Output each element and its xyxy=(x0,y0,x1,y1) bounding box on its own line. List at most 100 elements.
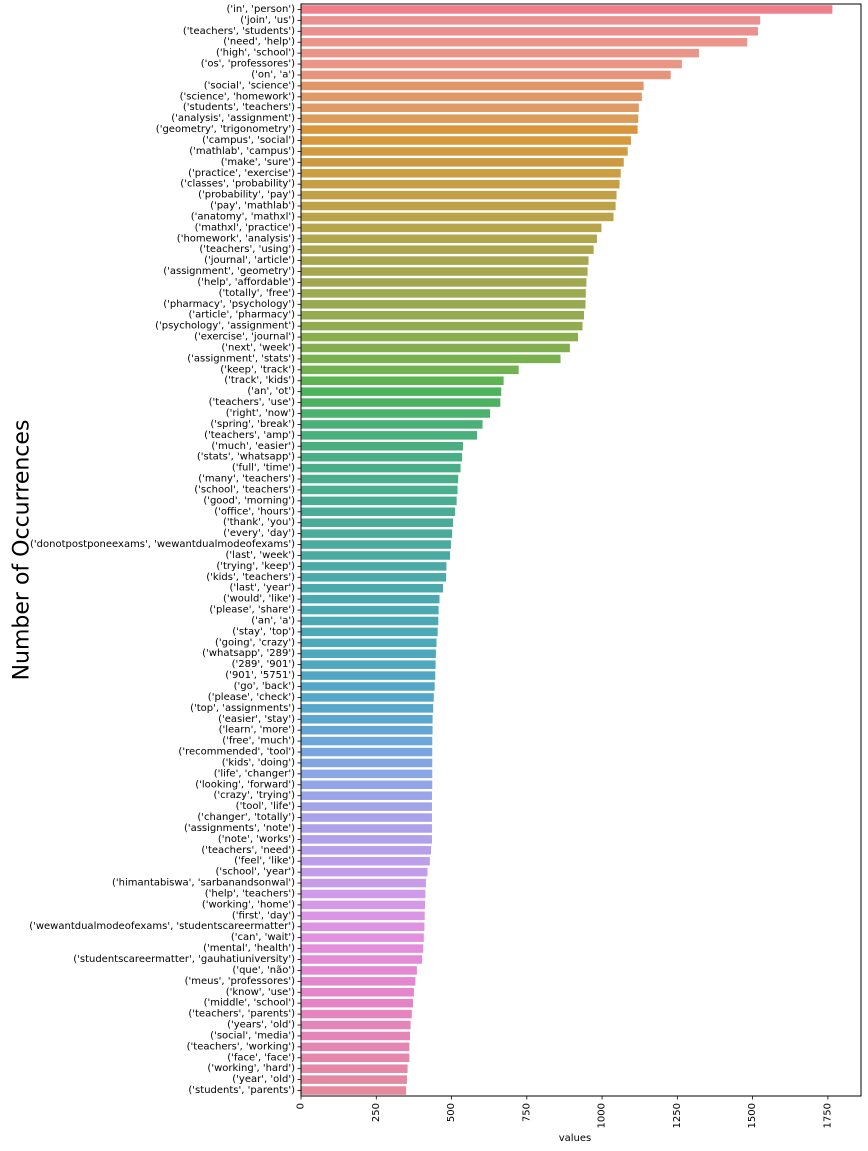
y-tick-label: ('teachers', 'need') xyxy=(201,845,295,856)
y-tick-label: ('working', 'home') xyxy=(202,899,295,910)
y-tick-label: ('face', 'face') xyxy=(227,1052,295,1063)
y-tick-label: ('join', 'us') xyxy=(240,15,295,26)
bar xyxy=(301,671,436,680)
bar xyxy=(301,300,586,309)
y-tick-label: ('teachers', 'students') xyxy=(183,26,295,37)
bar xyxy=(301,452,463,462)
bar xyxy=(301,867,428,877)
bar xyxy=(301,409,491,418)
bar xyxy=(301,747,433,757)
y-tick-label: ('analysis', 'assignment') xyxy=(171,113,295,124)
y-tick-label: ('first', 'day') xyxy=(232,910,295,921)
bar xyxy=(301,398,501,407)
bar xyxy=(301,813,432,822)
y-tick-label: ('social', 'media') xyxy=(210,1030,295,1041)
y-tick-label: ('spring', 'break') xyxy=(210,419,295,430)
bar xyxy=(301,442,463,451)
y-tick-label: ('need', 'help') xyxy=(223,37,295,48)
bar xyxy=(301,147,628,156)
y-tick-label: ('keep', 'track') xyxy=(220,364,295,375)
bar xyxy=(301,81,644,91)
bar xyxy=(301,638,437,648)
bars-layer xyxy=(301,5,833,1095)
bar xyxy=(301,332,578,342)
y-tick-label: ('middle', 'school') xyxy=(204,998,295,1009)
bar xyxy=(301,5,833,14)
y-tick-label: ('science', 'homework') xyxy=(180,91,295,102)
y-tick-label: ('mathlab', 'campus') xyxy=(189,146,295,157)
bar xyxy=(301,966,417,975)
y-tick-label: ('289', '901') xyxy=(232,659,295,670)
bar xyxy=(301,835,432,844)
bar xyxy=(301,354,561,364)
bar xyxy=(301,1086,407,1095)
bar xyxy=(301,289,586,298)
y-tick-label: ('make', 'sure') xyxy=(221,157,295,168)
bar xyxy=(301,59,682,69)
y-tick-label: ('assignment', 'stats') xyxy=(187,353,295,364)
bar xyxy=(301,780,433,790)
bar xyxy=(301,485,458,495)
y-tick-label: ('would', 'like') xyxy=(223,594,295,605)
bar xyxy=(301,321,583,331)
y-tick-label: ('teachers', 'parents') xyxy=(188,1009,295,1020)
y-tick-label: ('working', 'hard') xyxy=(207,1063,295,1074)
bar xyxy=(301,551,451,560)
y-tick-label: ('teachers', 'using') xyxy=(199,244,295,255)
y-tick-label: ('geometry', 'trigonometry') xyxy=(156,124,295,135)
x-tick-label: 1750 xyxy=(822,1103,833,1128)
y-tick-label: ('practice', 'exercise') xyxy=(188,168,295,179)
y-tick-label: ('next', 'week') xyxy=(221,342,295,353)
bar xyxy=(301,802,432,811)
y-tick-label: ('track', 'kids') xyxy=(224,375,295,386)
y-tick-label: ('tool', 'life') xyxy=(236,801,295,812)
bar xyxy=(301,70,671,80)
y-tick-label: ('himantabiswa', 'sarbanandsonwal') xyxy=(112,878,295,889)
bar xyxy=(301,627,438,637)
x-tick-label: 750 xyxy=(521,1103,532,1122)
y-tick-label: ('trying', 'keep') xyxy=(216,561,295,572)
y-tick-label: ('going', 'crazy') xyxy=(215,637,295,648)
bar xyxy=(301,846,432,855)
bar xyxy=(301,988,414,997)
bar xyxy=(301,594,440,604)
bar xyxy=(301,343,570,353)
x-tick-labels: 0 250 500 750 1000 1250 1500 1750 xyxy=(296,1096,833,1128)
bar xyxy=(301,507,456,517)
y-tick-label: ('please', 'share') xyxy=(209,605,295,616)
bar xyxy=(301,1031,410,1041)
bar xyxy=(301,944,424,953)
y-tick-label: ('donotpostponeexams', 'wewantdualmodeof… xyxy=(30,539,295,550)
y-tick-label: ('help', 'affordable') xyxy=(197,277,295,288)
y-tick-label: ('school', 'teachers') xyxy=(194,484,295,495)
bar xyxy=(301,310,585,320)
bar xyxy=(301,431,478,440)
bar xyxy=(301,616,439,626)
bar xyxy=(301,900,426,910)
bar xyxy=(301,573,447,582)
bar xyxy=(301,660,436,669)
y-tick-label: ('good', 'morning') xyxy=(203,495,295,506)
y-tick-label: ('students', 'teachers') xyxy=(183,102,295,113)
bar xyxy=(301,256,589,265)
y-tick-label: ('assignment', 'geometry') xyxy=(163,266,295,277)
bar xyxy=(301,540,451,549)
bar xyxy=(301,529,453,538)
bar xyxy=(301,933,424,942)
y-tick-label: ('recommended', 'tool') xyxy=(178,747,295,758)
bar xyxy=(301,179,620,189)
bar xyxy=(301,736,433,746)
y-tick-label: ('an', 'ot') xyxy=(247,386,295,397)
y-tick-label: ('thank', 'you') xyxy=(223,517,295,528)
bar xyxy=(301,878,426,888)
bar xyxy=(301,518,454,527)
y-tick-label: ('article', 'pharmacy') xyxy=(188,310,295,321)
y-tick-label: ('assignments', 'note') xyxy=(184,823,295,834)
y-tick-label: ('901', '5751') xyxy=(225,670,295,681)
y-tick-label: ('go', 'back') xyxy=(234,681,295,692)
y-tick-label: ('every', 'day') xyxy=(223,528,295,539)
bar xyxy=(301,48,700,58)
y-tick-label: ('on', 'a') xyxy=(251,69,295,80)
bar xyxy=(301,1042,410,1052)
